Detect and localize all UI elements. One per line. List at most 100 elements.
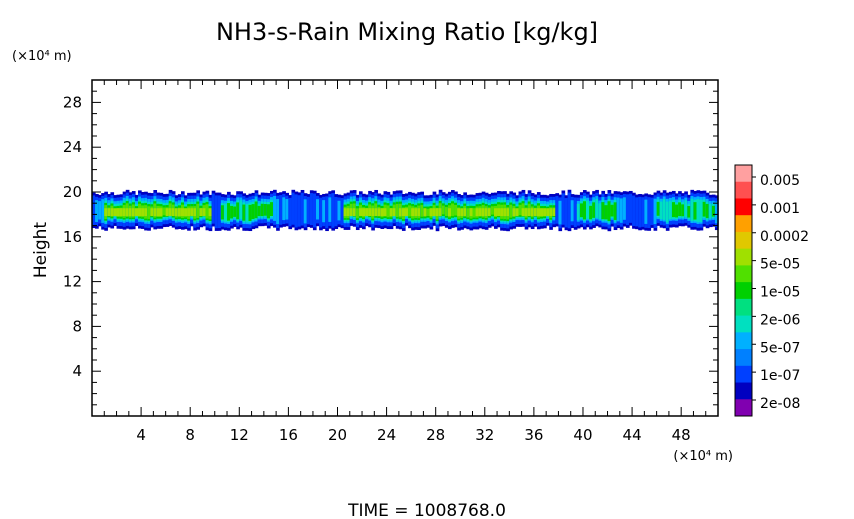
x-tick-label: 12	[230, 426, 249, 444]
field-cell	[128, 208, 133, 217]
colorbar-swatch	[735, 198, 752, 216]
field-cell	[349, 208, 354, 217]
field-cell	[374, 208, 378, 217]
field-cell	[254, 201, 259, 219]
field-cell	[693, 202, 698, 220]
y-axis-label: Height	[31, 222, 51, 279]
field-cell	[196, 203, 201, 218]
y-tick-label: 8	[72, 317, 82, 335]
field-cell	[622, 197, 627, 220]
field-cell	[638, 196, 642, 228]
field-cell	[263, 203, 268, 216]
field-cell	[288, 197, 293, 227]
field-cell	[220, 205, 225, 220]
field-cell	[598, 203, 602, 220]
field-cell	[405, 208, 409, 217]
field-cell	[604, 205, 609, 220]
field-cell	[239, 200, 243, 220]
field-cell	[619, 198, 624, 223]
field-cell	[423, 208, 428, 217]
field-cell	[503, 208, 507, 217]
field-cell	[656, 201, 661, 216]
x-unit-label: (×10⁴ m)	[673, 449, 733, 464]
field-cell	[493, 208, 498, 217]
field-cell	[346, 208, 351, 217]
field-cell	[444, 207, 449, 216]
colorbar-label: 1e-07	[760, 368, 800, 384]
colorbar-swatch	[735, 165, 752, 183]
y-tick-label: 28	[63, 93, 82, 111]
field-cell	[466, 208, 471, 218]
field-cell	[322, 200, 326, 223]
field-cell	[687, 206, 691, 218]
field-cell	[377, 208, 382, 217]
field-cell	[601, 202, 606, 220]
field-cell	[681, 204, 685, 217]
field-cell	[386, 205, 391, 218]
colorbar-swatch	[735, 365, 752, 384]
field-cell	[119, 208, 124, 217]
x-tick-label: 44	[623, 426, 642, 444]
field-cell	[269, 202, 274, 216]
colorbar-swatch	[735, 382, 752, 400]
field-cell	[190, 208, 194, 217]
field-cell	[684, 200, 688, 218]
colorbar-label: 1e-05	[760, 285, 800, 301]
field-cell	[162, 207, 167, 216]
field-cell	[248, 204, 253, 221]
field-cell	[331, 193, 336, 228]
field-cell	[521, 208, 526, 217]
field-cell	[177, 208, 182, 217]
field-cell	[358, 208, 363, 217]
field-cell	[592, 202, 596, 218]
field-cell	[138, 208, 142, 217]
field-cell	[245, 203, 250, 223]
colorbar-label: 2e-08	[760, 396, 800, 412]
field-cell	[451, 203, 455, 217]
field-cell	[153, 208, 158, 217]
field-cell	[230, 205, 234, 219]
field-cell	[159, 208, 164, 217]
field-cell	[383, 208, 388, 217]
field-cell	[702, 201, 707, 217]
field-cell	[113, 208, 118, 217]
field-cell	[487, 208, 492, 217]
field-cell	[352, 208, 357, 217]
field-cell	[211, 193, 216, 224]
field-cell	[371, 208, 375, 217]
field-cell	[512, 208, 517, 217]
field-cell	[208, 208, 213, 217]
x-tick-label: 8	[185, 426, 195, 444]
colorbar-swatch	[735, 215, 752, 233]
field-cell	[454, 204, 458, 216]
x-tick-label: 24	[377, 426, 396, 444]
x-tick-label: 28	[426, 426, 445, 444]
field-cell	[678, 202, 682, 217]
field-cell	[316, 199, 320, 220]
field-cell	[156, 208, 161, 217]
field-cell	[429, 208, 434, 217]
field-cell	[395, 203, 400, 217]
field-cell	[690, 198, 695, 222]
field-cell	[98, 201, 102, 220]
field-cell	[414, 208, 418, 217]
field-cell	[438, 208, 443, 217]
field-cell	[650, 197, 655, 226]
colorbar-swatch	[735, 282, 752, 300]
field-cell	[184, 208, 188, 217]
field-cell	[552, 208, 556, 217]
field-cell	[711, 205, 716, 217]
field-cell	[536, 208, 541, 217]
field-cell	[441, 205, 446, 215]
field-cell	[478, 208, 483, 217]
colorbar-swatch	[735, 298, 752, 317]
colorbar-label: 5e-05	[760, 257, 800, 273]
field-cell	[484, 208, 489, 217]
field-cell	[540, 208, 544, 217]
colorbar-label: 5e-07	[760, 340, 800, 356]
field-cell	[380, 208, 385, 217]
field-cell	[586, 200, 590, 219]
field-cell	[334, 196, 339, 227]
field-cell	[193, 208, 197, 217]
